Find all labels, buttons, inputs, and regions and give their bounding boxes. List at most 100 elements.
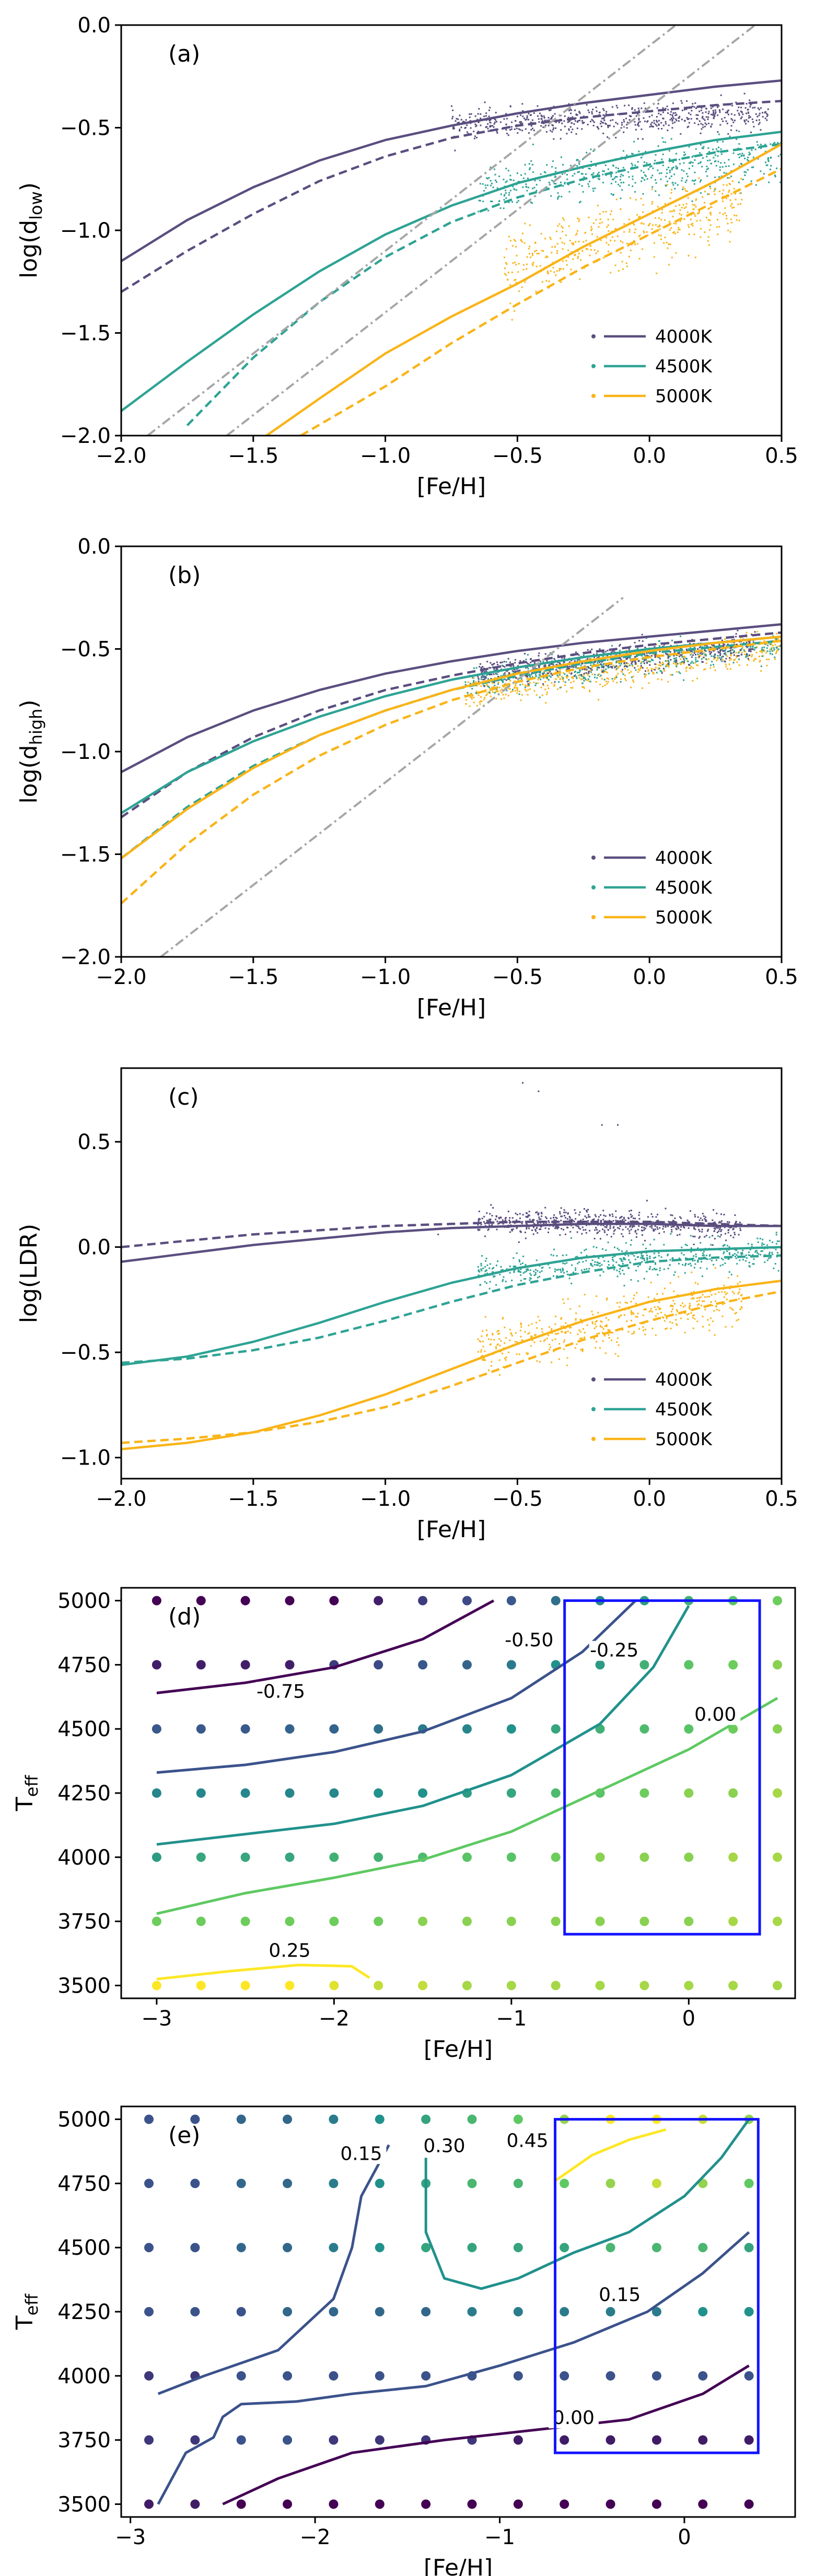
scatter-point bbox=[642, 177, 644, 179]
scatter-point bbox=[680, 133, 682, 135]
scatter-point bbox=[706, 645, 708, 647]
scatter-point bbox=[687, 197, 689, 199]
scatter-point bbox=[514, 686, 516, 688]
scatter-point bbox=[698, 110, 701, 112]
scatter-point bbox=[480, 124, 482, 126]
scatter-point bbox=[589, 1216, 591, 1218]
scatter-point bbox=[489, 693, 491, 695]
scatter-point bbox=[590, 229, 592, 231]
scatter-point bbox=[520, 1263, 522, 1265]
scatter-point bbox=[576, 159, 578, 161]
scatter-point bbox=[530, 201, 532, 203]
scatter-point bbox=[670, 1214, 672, 1216]
scatter-point bbox=[522, 660, 525, 662]
scatter-point bbox=[634, 1231, 636, 1233]
scatter-point bbox=[496, 187, 498, 189]
scatter-point bbox=[496, 668, 498, 670]
scatter-point bbox=[488, 1267, 491, 1269]
scatter-point bbox=[565, 675, 567, 677]
scatter-point bbox=[760, 665, 762, 668]
scatter-point bbox=[643, 1278, 645, 1280]
scatter-point bbox=[525, 185, 527, 188]
scatter-point bbox=[588, 670, 590, 672]
scatter-point bbox=[586, 669, 588, 671]
scatter-point bbox=[755, 652, 758, 654]
scatter-point bbox=[703, 146, 705, 148]
scatter-point bbox=[596, 1246, 598, 1248]
scatter-point bbox=[747, 159, 749, 161]
scatter-point bbox=[615, 104, 618, 107]
scatter-point bbox=[630, 1301, 632, 1303]
scatter-point bbox=[511, 245, 514, 247]
scatter-point bbox=[694, 1236, 696, 1238]
scatter-point bbox=[645, 108, 647, 110]
scatter-point bbox=[595, 1215, 597, 1217]
scatter-point bbox=[701, 107, 703, 109]
scatter-point bbox=[545, 1223, 547, 1225]
scatter-point bbox=[725, 663, 727, 665]
scatter-point bbox=[457, 122, 459, 124]
scatter-point bbox=[653, 122, 655, 124]
series-line-4000K bbox=[121, 1223, 782, 1263]
scatter-point bbox=[694, 102, 696, 104]
scatter-point bbox=[517, 200, 519, 202]
scatter-point bbox=[551, 653, 553, 655]
scatter-point bbox=[676, 660, 678, 662]
contour-label: -0.75 bbox=[257, 1681, 305, 1702]
scatter-point bbox=[767, 160, 770, 162]
scatter-point bbox=[675, 165, 677, 167]
scatter-point bbox=[603, 670, 605, 672]
scatter-point bbox=[634, 124, 636, 126]
scatter-point bbox=[621, 122, 623, 124]
scatter-point bbox=[521, 241, 523, 243]
scatter-point bbox=[646, 121, 648, 123]
scatter-point bbox=[604, 116, 606, 118]
scatter-point bbox=[572, 175, 574, 177]
scatter-point bbox=[626, 265, 628, 267]
scatter-point bbox=[747, 157, 749, 159]
scatter-point bbox=[779, 154, 782, 156]
scatter-point bbox=[670, 1233, 672, 1235]
scatter-point bbox=[664, 1314, 666, 1316]
scatter-point bbox=[605, 681, 607, 683]
scatter-point bbox=[566, 178, 568, 180]
grid-point bbox=[773, 1852, 783, 1862]
scatter-point bbox=[697, 1261, 699, 1263]
scatter-point bbox=[688, 1313, 690, 1315]
scatter-point bbox=[540, 1340, 542, 1342]
scatter-point bbox=[513, 1270, 515, 1272]
scatter-point bbox=[574, 1269, 576, 1271]
scatter-point bbox=[654, 159, 656, 161]
scatter-point bbox=[692, 1235, 694, 1237]
scatter-point bbox=[662, 154, 664, 156]
scatter-point bbox=[728, 1246, 730, 1248]
x-tick-label: 0.5 bbox=[765, 444, 798, 468]
scatter-point bbox=[524, 1271, 526, 1273]
scatter-point bbox=[590, 658, 592, 660]
scatter-point bbox=[602, 1224, 604, 1226]
scatter-point bbox=[762, 649, 764, 651]
scatter-point bbox=[731, 104, 734, 107]
scatter-point bbox=[605, 1249, 607, 1251]
scatter-point bbox=[614, 175, 616, 178]
scatter-point bbox=[741, 1294, 743, 1296]
scatter-point bbox=[654, 1268, 656, 1270]
scatter-point bbox=[550, 238, 552, 240]
scatter-point bbox=[771, 647, 773, 649]
scatter-point bbox=[633, 1294, 635, 1296]
scatter-point bbox=[476, 705, 478, 707]
scatter-point bbox=[577, 1225, 579, 1227]
scatter-point bbox=[685, 668, 687, 670]
scatter-point bbox=[721, 200, 724, 202]
scatter-point bbox=[589, 670, 591, 672]
scatter-point bbox=[486, 1272, 488, 1274]
scatter-point bbox=[770, 143, 772, 145]
scatter-point bbox=[694, 1282, 696, 1284]
scatter-point bbox=[504, 1327, 506, 1329]
scatter-point bbox=[516, 1252, 518, 1254]
scatter-point bbox=[569, 1327, 571, 1329]
scatter-point bbox=[623, 131, 625, 133]
scatter-point bbox=[666, 180, 668, 182]
scatter-point bbox=[615, 661, 618, 663]
scatter-point bbox=[678, 652, 680, 654]
